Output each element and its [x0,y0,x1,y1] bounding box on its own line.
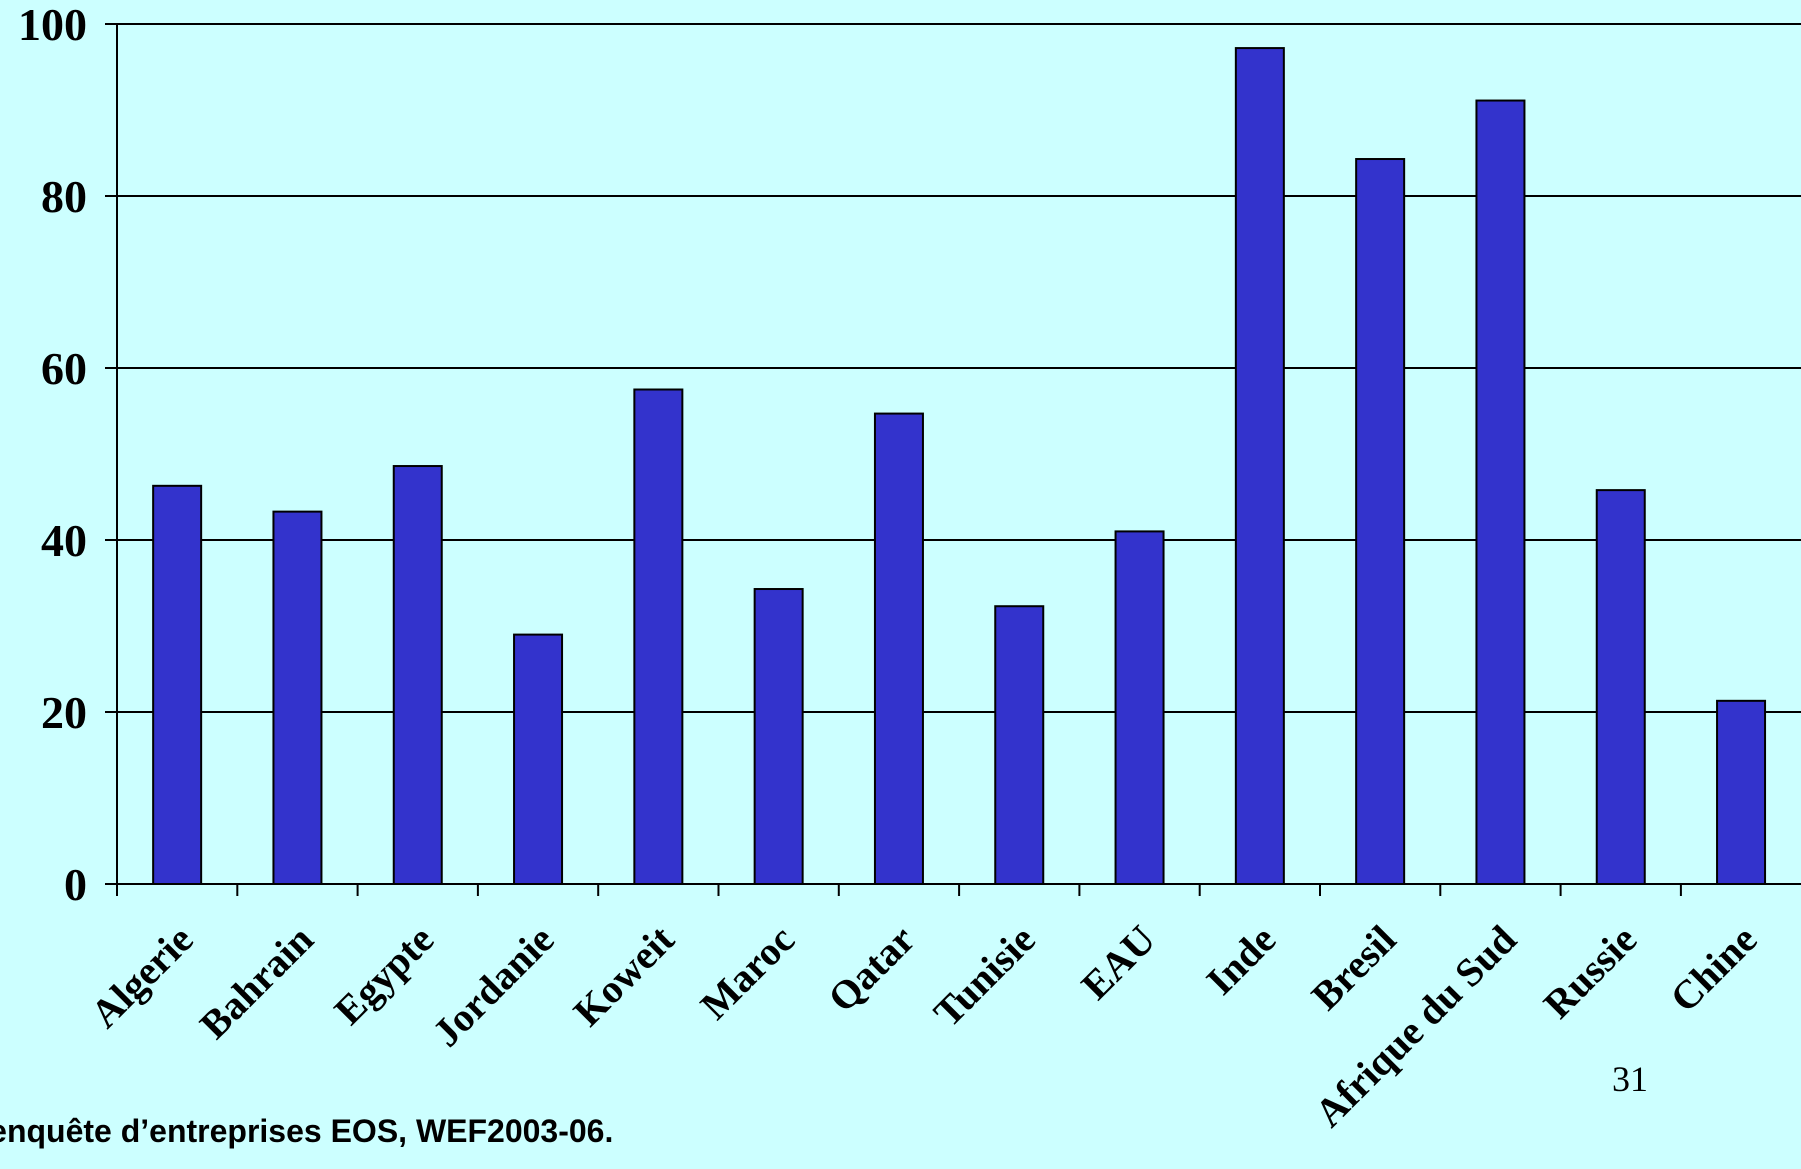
bar-afrique-du-sud [1475,99,1526,886]
bar-bahrain [272,510,323,885]
bar-qatar [873,412,924,885]
x-tick-label-qatar: Qatar [819,917,923,1021]
y-tick-label-0: 0 [64,859,87,910]
bar-maroc [753,588,804,886]
x-tick-label-algerie: Algerie [82,917,202,1037]
bar-jordanie [513,633,564,885]
x-tick-label-inde: Inde [1197,917,1284,1004]
page-number: 31 [1612,1059,1648,1099]
x-tick-label-eau: EAU [1072,917,1164,1009]
x-tick-label-tunisie: Tunisie [925,917,1044,1036]
bar-algerie [152,484,203,885]
bar-tunisie [994,605,1045,885]
y-tick-label-100: 100 [18,0,87,50]
bar-chine [1716,699,1767,885]
x-tick-label-bresil: Bresil [1303,917,1405,1019]
bar-bresil [1355,158,1406,885]
x-tick-label-koweit: Koweit [564,916,683,1035]
y-tick-label-20: 20 [41,687,87,738]
bar-russie [1595,489,1646,885]
x-tick-label-egypte: Egypte [325,917,442,1034]
bar-inde [1234,47,1285,885]
x-tick-label-russie: Russie [1535,917,1645,1027]
x-tick-label-bahrain: Bahrain [191,917,322,1048]
x-tick-label-chine: Chine [1661,917,1765,1021]
y-tick-labels: 0 20 40 60 80 100 [18,0,87,910]
y-tick-label-40: 40 [41,515,87,566]
y-tick-label-80: 80 [41,171,87,222]
axes [105,23,1801,896]
y-tick-label-60: 60 [41,343,87,394]
bar-koweit [633,388,684,885]
bar-egypte [392,465,443,885]
x-tick-label-maroc: Maroc [692,917,803,1028]
bar-eau [1114,530,1165,886]
bars [152,47,1767,886]
source-note: ce: enquête d’entreprises EOS, WEF2003-0… [0,1113,614,1149]
x-tick-label-jordanie: Jordanie [424,917,563,1056]
gridlines [117,23,1801,713]
